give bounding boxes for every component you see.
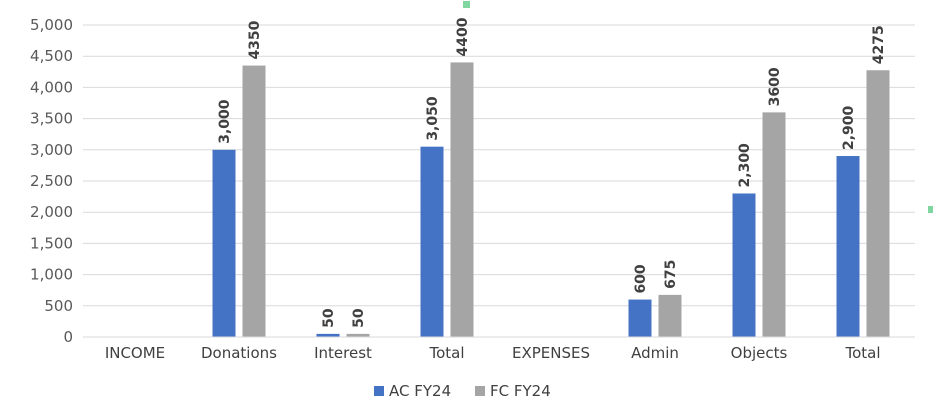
legend-entry-label: FC FY24	[490, 382, 551, 400]
bar-series	[212, 62, 890, 338]
y-tick-label: 0	[63, 328, 73, 346]
bar	[346, 333, 370, 337]
bar	[212, 149, 236, 337]
x-category-label: Total	[844, 344, 880, 362]
data-label: 675	[663, 260, 679, 289]
legend-swatch	[374, 386, 384, 396]
y-tick-label: 1,000	[30, 266, 73, 284]
x-category-label: Total	[428, 344, 464, 362]
bar	[420, 146, 444, 337]
data-label: 50	[321, 308, 337, 328]
bar	[316, 333, 340, 337]
bar	[658, 294, 682, 337]
x-category-label: Donations	[201, 344, 277, 362]
y-tick-label: 4,500	[30, 47, 73, 65]
data-label: 3600	[767, 67, 783, 106]
x-category-label: EXPENSES	[512, 344, 590, 362]
data-label: 600	[633, 264, 649, 293]
y-tick-label: 500	[44, 297, 73, 315]
legend: AC FY24 FC FY24	[374, 382, 551, 400]
data-label: 4350	[247, 20, 263, 59]
selection-handle-right[interactable]	[928, 206, 933, 213]
y-tick-label: 5,000	[30, 16, 73, 34]
bar	[866, 70, 890, 338]
data-label: 3,000	[217, 99, 233, 144]
y-tick-label: 3,000	[30, 141, 73, 159]
x-category-label: Objects	[731, 344, 788, 362]
y-tick-label: 2,500	[30, 172, 73, 190]
bar	[242, 65, 266, 337]
legend-swatch	[475, 386, 485, 396]
x-category-label: INCOME	[105, 344, 165, 362]
y-axis-tick-labels: 0 500 1,000 1,500 2,000 2,500 3,000 3,500 4,000 4…	[30, 16, 73, 346]
data-labels: 3,000 4350 50 50 3,050 4400 600 675 2,300 3600 2,9…	[217, 17, 887, 328]
x-category-label: Admin	[631, 344, 679, 362]
bar	[836, 156, 860, 337]
legend-entry-label: AC FY24	[389, 382, 451, 400]
bar	[450, 62, 474, 337]
data-label: 4400	[455, 17, 471, 56]
data-label: 3,050	[425, 96, 441, 141]
y-tick-label: 3,500	[30, 110, 73, 128]
bar	[762, 112, 786, 337]
data-label: 50	[351, 308, 367, 328]
selection-handle-top[interactable]	[463, 1, 470, 8]
gridlines	[83, 24, 915, 307]
y-tick-label: 4,000	[30, 78, 73, 96]
y-tick-label: 1,500	[30, 234, 73, 252]
bar	[628, 299, 652, 337]
y-tick-label: 2,000	[30, 203, 73, 221]
x-axis-category-labels: INCOME Donations Interest Total EXPENSES Admi…	[105, 344, 881, 362]
data-label: 4275	[871, 25, 887, 64]
data-label: 2,300	[737, 143, 753, 188]
x-category-label: Interest	[314, 344, 372, 362]
bar	[732, 193, 756, 337]
data-label: 2,900	[841, 105, 857, 150]
